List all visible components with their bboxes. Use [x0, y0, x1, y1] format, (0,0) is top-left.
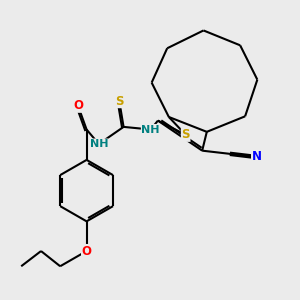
Text: NH: NH — [90, 139, 108, 149]
Text: O: O — [73, 99, 83, 112]
Text: S: S — [182, 128, 190, 141]
Text: N: N — [252, 150, 262, 163]
Text: S: S — [115, 94, 124, 108]
Text: NH: NH — [141, 124, 160, 134]
Text: O: O — [82, 244, 92, 258]
